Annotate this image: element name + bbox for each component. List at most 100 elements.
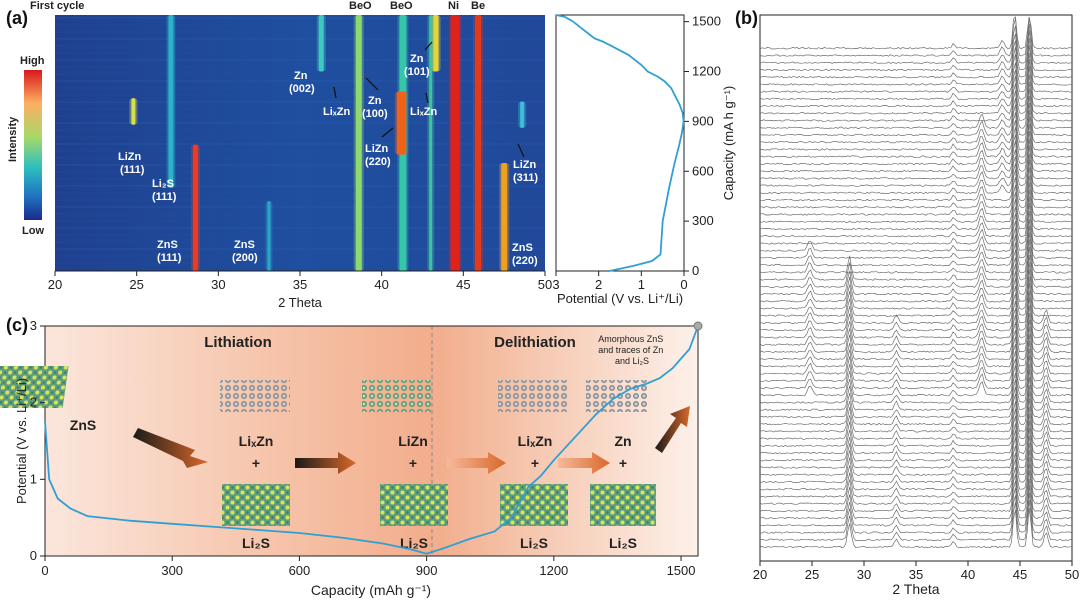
annotation-zn-101: Zn (101) (404, 53, 430, 78)
xrd-x-tick-label: 20 (753, 567, 767, 582)
top-label-ni: Ni (448, 0, 459, 12)
xrd-pattern-line (759, 478, 1073, 520)
xrd-x-label: 2 Theta (892, 581, 939, 597)
potential-x-tick-label: 3 (552, 277, 559, 292)
capacity-x-tick-label: 300 (161, 563, 183, 578)
colorbar-high: High (20, 55, 45, 67)
xrd-pattern-line (759, 385, 1073, 426)
xrd-pattern-line (759, 500, 1073, 541)
potential-y-tick-label: 0 (30, 548, 37, 563)
li2s-structure-4 (590, 484, 656, 526)
li2s-label-3: Li₂S (520, 535, 548, 551)
xrd-x-tick-label: 50 (1065, 567, 1079, 582)
xrd-pattern-line (759, 88, 1072, 129)
heatmap-x-tick-label: 50 (538, 277, 552, 292)
process-arrow-2 (295, 452, 356, 474)
zns-label: ZnS (70, 417, 96, 433)
peak-lizn-311 (520, 101, 525, 129)
lixzn-structure-2 (498, 380, 568, 412)
arrow-lizn-311 (517, 143, 525, 158)
lixzn-label-1: LiₓZn (239, 433, 274, 449)
capacity-y-tick-label: 0 (692, 263, 699, 278)
xrd-pattern-line (759, 369, 1073, 411)
annotation-lizn-111: LiZn (111) (118, 151, 145, 176)
xrd-pattern-line (759, 59, 1072, 100)
xrd-pattern-line (759, 376, 1073, 419)
capacity-y-label: Capacity (mA h g⁻¹) (721, 86, 736, 201)
potential-y-tick-label: 3 (30, 318, 37, 333)
heatmap-x-tick-label: 35 (293, 277, 307, 292)
xrd-pattern-line (759, 262, 1072, 303)
xrd-pattern-line (759, 153, 1073, 195)
peak-background-43 (429, 15, 433, 271)
capacity-x-label: Capacity (mAh g⁻¹) (311, 582, 431, 598)
li2s-label-2: Li₂S (400, 535, 428, 551)
colorbar (24, 70, 42, 220)
xrd-pattern-line (759, 276, 1072, 317)
capacity-x-ticks: 0 300 600 900 1200 1500 (41, 556, 695, 578)
heatmap-x-ticks: 20 25 30 35 40 45 50 (48, 271, 552, 292)
li2s-label-1: Li₂S (242, 535, 270, 551)
peak-zn-002 (318, 15, 324, 72)
xrd-pattern-line (759, 16, 1073, 50)
peak-lizn-220 (396, 91, 406, 155)
xrd-pattern-line (759, 297, 1073, 339)
xrd-pattern-line (759, 319, 1073, 361)
xrd-pattern-line (759, 254, 1073, 296)
xrd-pattern-line (759, 492, 1073, 534)
xrd-pattern-line (759, 81, 1073, 122)
potential-y-label: Potential (V vs. Li⁺/Li) (14, 378, 29, 504)
process-arrow-4 (558, 452, 610, 474)
xrd-pattern-line (759, 442, 1073, 484)
xrd-x-ticks: 20 25 30 35 40 45 50 (753, 561, 1079, 582)
capacity-y-ticks: 0 300 600 900 1200 1500 (684, 14, 721, 278)
heatmap-x-tick-label: 20 (48, 277, 62, 292)
structure-illustrations: ZnS LiₓZn + Li₂S LiZn + Li₂S LiₓZn + Li₂… (0, 366, 690, 551)
top-label-beo-2: BeO (390, 0, 413, 12)
capacity-x-tick-label: 0 (41, 563, 48, 578)
process-arrow-3 (447, 452, 506, 474)
potential-profile-frame (555, 14, 685, 272)
xrd-x-tick-label: 40 (961, 567, 975, 582)
capacity-y-tick-label: 300 (692, 213, 714, 228)
process-arrow-5 (655, 406, 690, 453)
annotation-lixzn-1: LiₓZn (323, 106, 351, 118)
peak-beo-1 (355, 15, 362, 271)
lizn-label: LiZn (398, 433, 428, 449)
xrd-pattern-line (759, 427, 1072, 469)
xrd-pattern-line (759, 116, 1073, 158)
xrd-pattern-line (759, 363, 1073, 404)
xrd-pattern-line (759, 167, 1073, 209)
heatmap-area (55, 15, 545, 271)
xrd-pattern-line (759, 210, 1073, 252)
plus-3: + (531, 455, 539, 471)
xrd-x-tick-label: 45 (1013, 567, 1027, 582)
zns-crystal-structure (0, 366, 69, 408)
heatmap-texture (55, 17, 545, 264)
xrd-pattern-line (759, 138, 1073, 180)
lizn-structure (362, 380, 432, 412)
peak-li2s-111-band (168, 15, 174, 188)
xrd-pattern-line (759, 508, 1073, 549)
potential-y-tick-label: 2 (30, 395, 37, 410)
peak-ni (450, 15, 460, 271)
annotation-lizn-220: LiZn (220) (365, 143, 391, 168)
xrd-x-tick-label: 30 (857, 567, 871, 582)
xrd-pattern-line (759, 406, 1073, 448)
capacity-y-tick-label: 600 (692, 163, 714, 178)
xrd-pattern-line (759, 102, 1073, 144)
heatmap-x-tick-label: 25 (129, 277, 143, 292)
peak-be (475, 15, 482, 271)
heatmap-x-tick-label: 30 (211, 277, 225, 292)
peak-zns-200 (267, 201, 271, 271)
xrd-pattern-line (760, 246, 1073, 289)
peak-zns-111 (192, 144, 198, 271)
xrd-pattern-line (759, 450, 1072, 491)
annotation-zn-100: Zn (100) (362, 95, 388, 120)
xrd-pattern-line (759, 225, 1073, 267)
xrd-pattern-line (759, 282, 1073, 325)
first-cycle-label: First cycle (30, 0, 84, 12)
annotation-lixzn-2: LiₓZn (410, 106, 438, 118)
xrd-pattern-line (759, 457, 1073, 498)
peak-lizn-111 (131, 98, 136, 125)
